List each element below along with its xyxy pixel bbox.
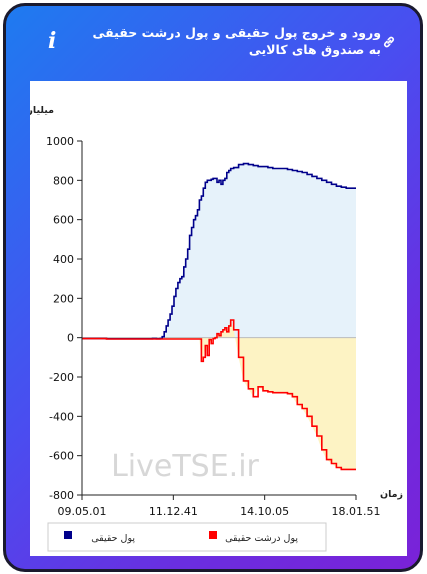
y-tick-label: 600	[53, 214, 74, 227]
legend-swatch-big-real-money	[209, 531, 217, 539]
card-header: i ورود و خروج پول حقیقی و پول درشت حقیقی…	[6, 6, 420, 78]
x-tick-label: 18.01.51	[332, 505, 381, 518]
card-title: ورود و خروج پول حقیقی و پول درشت حقیقی ب…	[92, 25, 381, 57]
series-area-1	[82, 163, 356, 339]
y-axis-label: میلیارد تومان	[30, 105, 54, 116]
x-axis-label: زمان	[380, 489, 403, 500]
y-tick-label: 800	[53, 174, 74, 187]
chart-card: i ورود و خروج پول حقیقی و پول درشت حقیقی…	[3, 3, 423, 572]
legend-label-big-real-money[interactable]: پول درشت حقیقی	[225, 533, 298, 544]
x-axis: 09.05.01 11.12.41 14.10.05 18.01.51	[58, 494, 381, 518]
legend-swatch-real-money	[64, 531, 72, 539]
series-area-2	[82, 320, 356, 470]
y-tick-label: -400	[49, 410, 74, 423]
x-tick-label: 14.10.05	[240, 505, 289, 518]
watermark: LiveTSE.ir	[111, 449, 259, 484]
chart-svg: LiveTSE.ir میلیارد تومان زمان -800 -600 -4…	[6, 105, 403, 552]
chart-panel: LiveTSE.ir میلیارد تومان زمان -800 -600 -4…	[6, 81, 407, 556]
y-tick-label: -800	[49, 489, 74, 502]
y-tick-label: 1000	[46, 135, 74, 148]
legend-label-real-money[interactable]: پول حقیقی	[91, 533, 135, 544]
legend-box	[47, 522, 327, 552]
x-tick-label: 11.12.41	[149, 505, 198, 518]
y-tick-label: -600	[49, 450, 74, 463]
y-tick-label: 0	[67, 332, 74, 345]
y-axis: -800 -600 -400 -200 0 200 400 600 800 1000	[46, 135, 83, 502]
plot-area	[82, 162, 356, 471]
y-tick-label: 400	[53, 253, 74, 266]
y-tick-label: -200	[49, 371, 74, 384]
info-icon[interactable]: i	[48, 28, 57, 54]
link-icon[interactable]	[382, 34, 396, 53]
series-line-2[interactable]	[82, 319, 356, 471]
y-tick-label: 200	[53, 292, 74, 305]
x-tick-label: 09.05.01	[58, 505, 107, 518]
